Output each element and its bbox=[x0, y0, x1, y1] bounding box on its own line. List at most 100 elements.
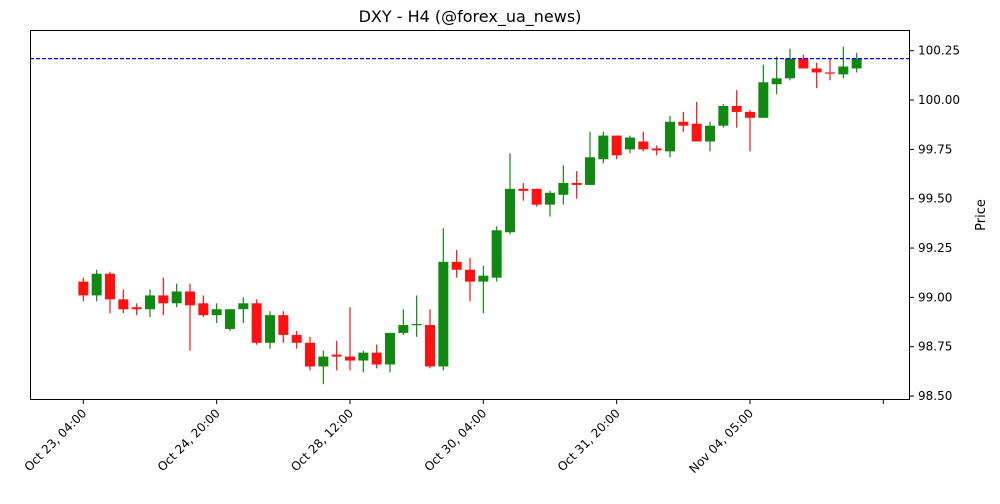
y-axis: 98.50 98.75 99.00 99.25 99.50 99.75 100.00 100.… bbox=[910, 44, 960, 403]
candle-body bbox=[385, 332, 395, 365]
candle bbox=[518, 182, 529, 201]
candle bbox=[651, 145, 662, 156]
candle-body bbox=[798, 58, 809, 69]
y-tick-label: 98.50 bbox=[918, 389, 952, 403]
candle bbox=[158, 277, 169, 316]
candle bbox=[545, 190, 555, 217]
candle-body bbox=[358, 352, 369, 361]
candle-body bbox=[278, 315, 289, 335]
candle-body bbox=[651, 148, 662, 151]
candle-body bbox=[158, 295, 169, 304]
candle-body bbox=[731, 105, 742, 112]
candle bbox=[371, 344, 382, 369]
candle-body bbox=[451, 261, 462, 270]
candle bbox=[251, 299, 262, 345]
candle bbox=[625, 135, 635, 154]
candle bbox=[531, 188, 542, 207]
candle bbox=[505, 153, 515, 235]
candle-body bbox=[638, 141, 649, 150]
candle-body bbox=[251, 303, 262, 343]
candle-body bbox=[91, 273, 102, 296]
candle bbox=[398, 309, 409, 335]
candle bbox=[758, 64, 769, 118]
y-tick-label: 100.00 bbox=[918, 93, 960, 107]
candle bbox=[225, 309, 235, 331]
candle-body bbox=[505, 188, 515, 233]
candle-body bbox=[331, 354, 342, 357]
candle-body bbox=[705, 125, 715, 142]
candle bbox=[185, 283, 195, 351]
y-tick-label: 98.75 bbox=[918, 340, 952, 354]
candle bbox=[145, 289, 155, 318]
candle bbox=[638, 131, 649, 152]
plot-area bbox=[30, 46, 910, 385]
x-axis: Oct 23, 04:00 Oct 24, 20:00 Oct 28, 12:00 O… bbox=[22, 400, 884, 476]
candle bbox=[585, 131, 595, 185]
candle-body bbox=[838, 66, 849, 75]
candle-body bbox=[585, 157, 595, 185]
candle bbox=[318, 350, 329, 385]
candle bbox=[211, 303, 222, 324]
candle-body bbox=[265, 315, 275, 343]
candle bbox=[331, 340, 342, 371]
candle-body bbox=[131, 307, 142, 310]
candle-body bbox=[171, 291, 182, 304]
x-tick-label: Oct 30, 04:00 bbox=[422, 406, 490, 474]
candle-body bbox=[718, 105, 729, 126]
candle bbox=[558, 165, 569, 205]
candle bbox=[705, 121, 715, 152]
candle bbox=[798, 54, 809, 69]
candle bbox=[611, 135, 622, 160]
candle-body bbox=[465, 269, 475, 282]
candle bbox=[105, 271, 115, 314]
candle-body bbox=[531, 188, 542, 205]
candle-body bbox=[625, 137, 635, 150]
y-tick-label: 99.50 bbox=[918, 192, 952, 206]
candle bbox=[811, 62, 822, 89]
candle-body bbox=[491, 230, 502, 278]
candle bbox=[451, 250, 462, 278]
candle bbox=[198, 295, 209, 318]
candle-body bbox=[478, 275, 489, 282]
x-tick-label: Nov 04, 05:00 bbox=[686, 406, 756, 476]
candle-body bbox=[438, 261, 449, 367]
candle bbox=[91, 269, 102, 302]
candle bbox=[571, 171, 582, 199]
candle-body bbox=[811, 68, 822, 73]
candle bbox=[491, 226, 502, 282]
candle bbox=[278, 311, 289, 343]
candle-body bbox=[825, 72, 835, 74]
candle bbox=[171, 283, 182, 308]
candle-body bbox=[118, 299, 129, 310]
candle-body bbox=[745, 111, 755, 118]
plot-frame bbox=[30, 30, 910, 400]
candle-body bbox=[345, 356, 355, 361]
candle-body bbox=[425, 325, 435, 367]
candle-body bbox=[225, 309, 235, 329]
candle-body bbox=[291, 334, 302, 343]
x-tick-label: Oct 31, 20:00 bbox=[555, 406, 623, 474]
candle bbox=[291, 330, 302, 349]
candle-body bbox=[318, 356, 329, 367]
candle-body bbox=[611, 135, 622, 156]
y-axis-label: Price bbox=[974, 199, 989, 231]
candle-body bbox=[571, 182, 582, 185]
y-tick-label: 100.25 bbox=[918, 44, 960, 58]
y-tick-label: 99.00 bbox=[918, 290, 952, 304]
candle bbox=[598, 131, 609, 164]
candle-body bbox=[105, 273, 115, 300]
candle bbox=[718, 104, 729, 128]
candle bbox=[131, 303, 142, 316]
candle bbox=[771, 56, 782, 95]
candle-body bbox=[678, 121, 689, 126]
chart-title: DXY - H4 (@forex_ua_news) bbox=[359, 7, 582, 27]
candle-body bbox=[411, 324, 422, 326]
candle bbox=[358, 350, 369, 373]
candle-body bbox=[558, 182, 569, 195]
candle-body bbox=[198, 303, 209, 316]
candle-body bbox=[238, 303, 249, 310]
candle bbox=[385, 332, 395, 373]
x-tick-label: Oct 28, 12:00 bbox=[288, 406, 356, 474]
candle-body bbox=[545, 192, 555, 205]
candle bbox=[238, 297, 249, 324]
